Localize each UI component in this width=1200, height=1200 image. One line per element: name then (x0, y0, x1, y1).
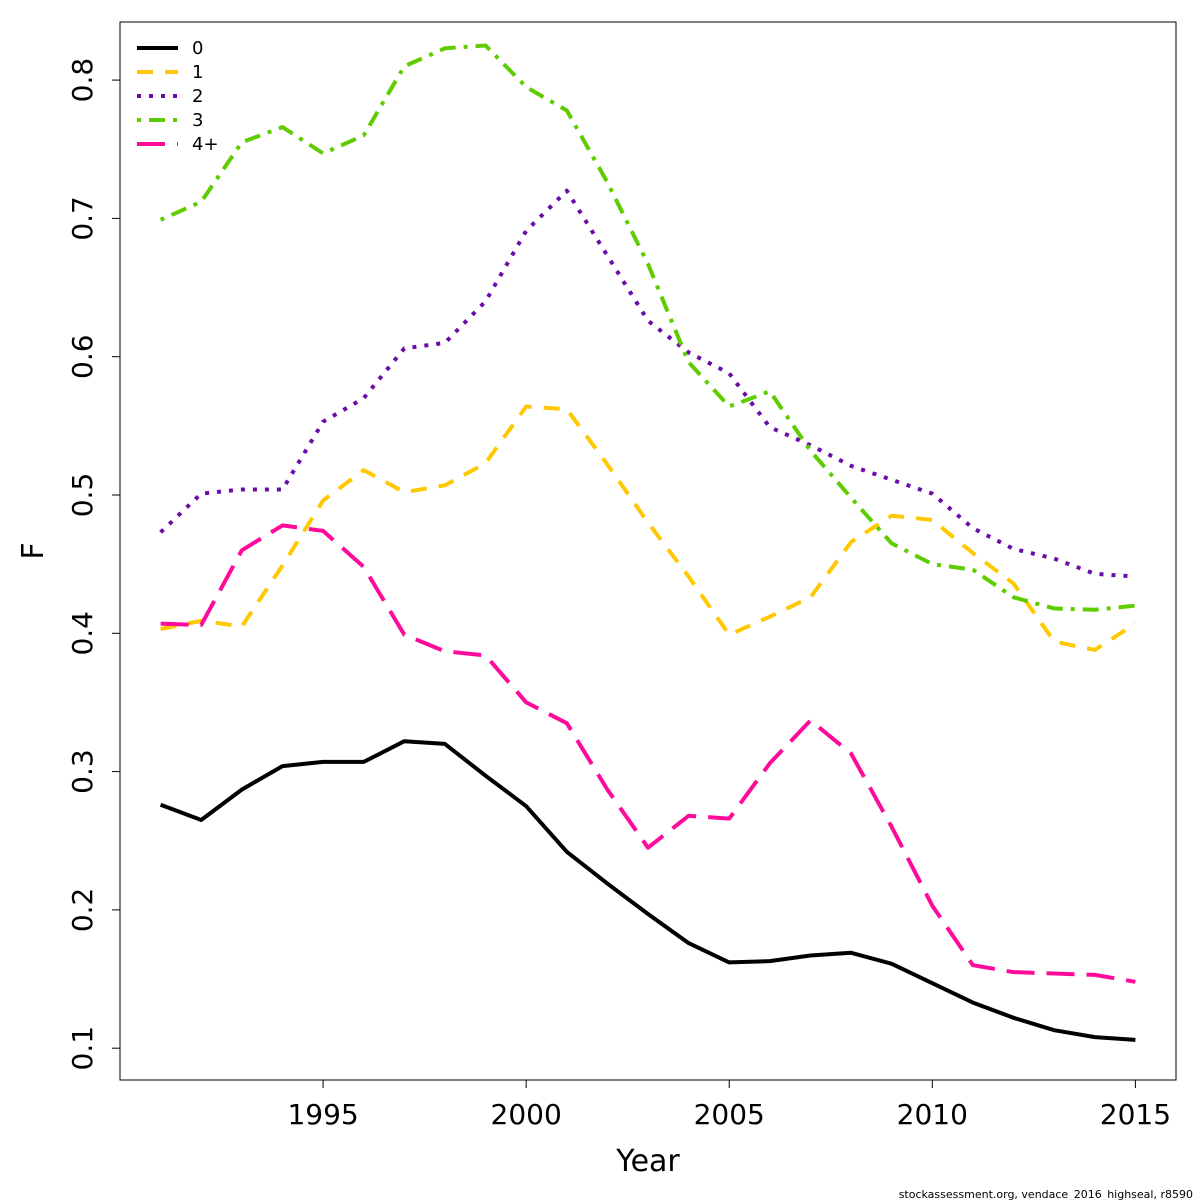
y-axis-title: F (16, 542, 51, 559)
legend-label: 4+ (192, 134, 219, 155)
x-tick-label: 2010 (897, 1098, 968, 1131)
y-tick-label: 0.4 (66, 611, 99, 656)
series-line-2 (159, 188, 1136, 579)
y-axis: 0.1 0.2 0.3 0.4 0.5 0.6 0.7 0.8 (66, 58, 120, 1071)
legend-label: 3 (192, 110, 203, 131)
legend-label: 1 (192, 62, 203, 83)
legend-label: 0 (192, 38, 203, 59)
series-line-0 (159, 739, 1136, 1042)
y-tick-label: 0.8 (66, 58, 99, 103)
y-tick-label: 0.5 (66, 473, 99, 518)
y-tick-label: 0.2 (66, 888, 99, 933)
y-tick-label: 0.1 (66, 1026, 99, 1071)
series-line-1 (160, 404, 1137, 652)
legend-label: 2 (192, 86, 203, 107)
legend: 0 1 2 3 4+ (137, 38, 219, 155)
series-layer (159, 43, 1137, 1042)
footer-credit: stockassessment.org, vendace_2016_highse… (899, 1188, 1193, 1200)
plot-frame (119, 21, 1177, 1081)
x-tick-label: 2015 (1100, 1098, 1171, 1131)
x-tick-label: 1995 (287, 1098, 358, 1131)
series-line-3 (159, 43, 1136, 612)
y-tick-label: 0.3 (66, 749, 99, 794)
x-axis: 1995 2000 2005 2010 2015 (287, 1080, 1171, 1131)
x-axis-title: Year (615, 1144, 680, 1179)
series-line-4plus (160, 523, 1136, 984)
y-tick-label: 0.7 (66, 196, 99, 241)
y-tick-label: 0.6 (66, 334, 99, 379)
x-tick-label: 2005 (694, 1098, 765, 1131)
x-tick-label: 2000 (491, 1098, 562, 1131)
